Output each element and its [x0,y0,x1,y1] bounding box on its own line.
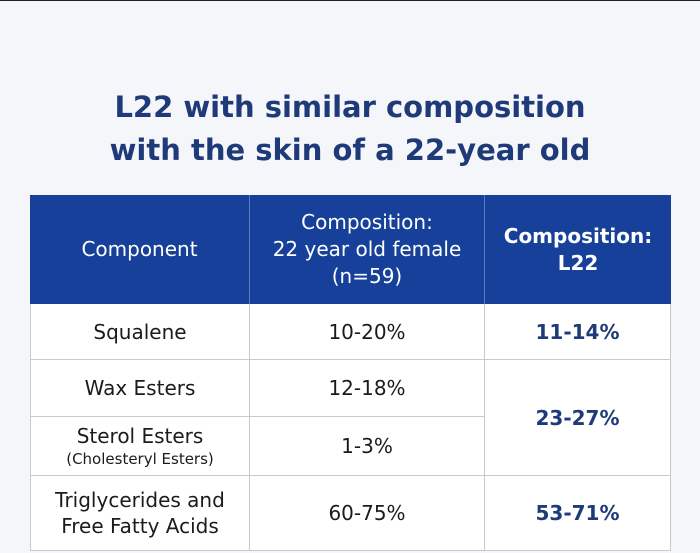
row-triglycerides-name: Triglycerides and Free Fatty Acids [30,476,250,551]
page-title-line-1: L22 with similar composition [114,90,586,124]
triglycerides-l22-value: 53-71% [535,501,620,525]
row-wax-esters-name: Wax Esters [30,360,250,417]
triglycerides-label-line-2: Free Fatty Acids [61,514,219,538]
row-wax-esters-female: 12-18% [250,360,485,417]
esters-l22-value: 23-27% [535,405,620,430]
row-squalene-female: 10-20% [250,304,485,360]
header-component-label: Component [81,237,198,261]
header-l22-line-2: L22 [557,250,599,275]
header-component: Component [30,195,250,304]
top-divider [0,0,700,1]
row-triglycerides-l22: 53-71% [485,476,671,551]
row-sterol-esters-name: Sterol Esters (Cholesteryl Esters) [30,417,250,476]
row-sterol-esters-female: 1-3% [250,417,485,476]
sterol-esters-label: Sterol Esters [76,424,204,448]
page-title: L22 with similar composition with the sk… [0,86,700,172]
squalene-label: Squalene [93,319,187,344]
sterol-esters-sublabel: (Cholesteryl Esters) [66,450,214,468]
row-squalene-l22: 11-14% [485,304,671,360]
squalene-l22-value: 11-14% [535,319,620,344]
triglycerides-label-line-1: Triglycerides and [55,488,225,512]
wax-esters-female-value: 12-18% [328,376,406,400]
header-female-line-1: Composition: [301,210,433,234]
header-female-line-2: 22 year old female [272,237,462,261]
header-l22-line-1: Composition: [503,223,653,248]
row-squalene-name: Squalene [30,304,250,360]
squalene-female-value: 10-20% [328,319,406,344]
composition-table: Component Composition: 22 year old femal… [30,195,671,553]
header-l22-composition: Composition: L22 [485,195,671,304]
sterol-esters-female-value: 1-3% [341,434,393,458]
header-female-line-3: (n=59) [331,264,403,288]
header-female-composition: Composition: 22 year old female (n=59) [250,195,485,304]
triglycerides-female-value: 60-75% [328,501,406,525]
wax-esters-label: Wax Esters [84,376,196,400]
page-title-line-2: with the skin of a 22-year old [109,133,591,167]
row-triglycerides-female: 60-75% [250,476,485,551]
row-esters-l22-merged: 23-27% [485,360,671,476]
